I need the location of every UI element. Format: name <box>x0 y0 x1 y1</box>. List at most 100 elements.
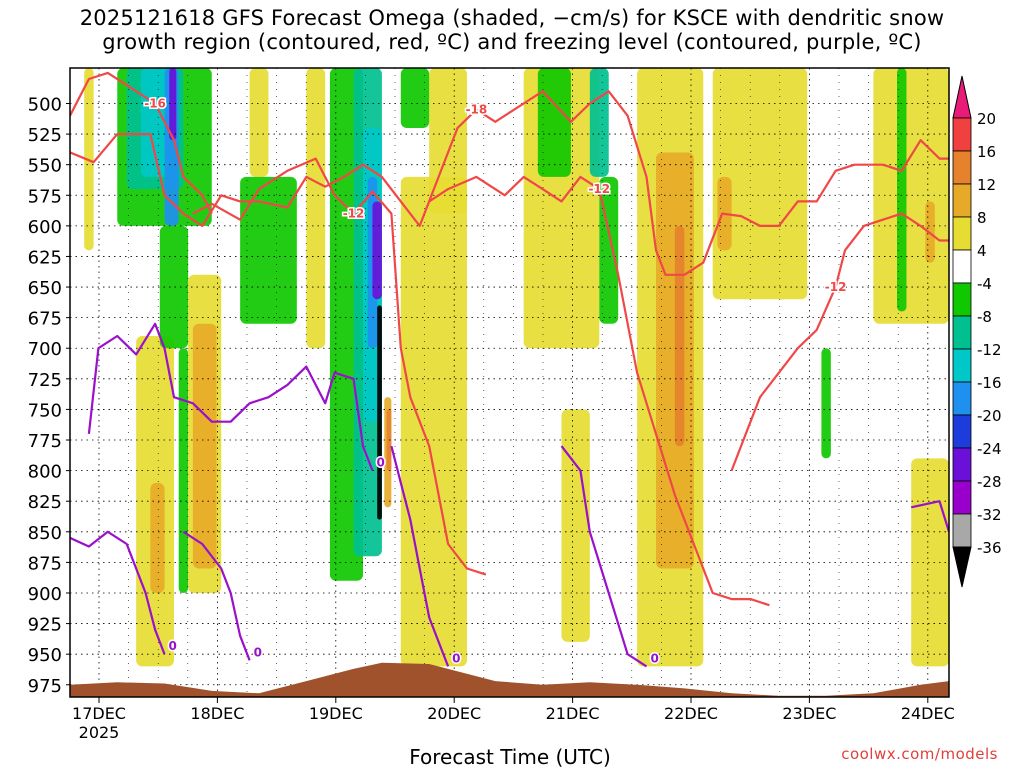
omega-region-14 <box>306 68 326 349</box>
freezing-contour-0 <box>70 530 166 655</box>
freezing-contour-1 <box>87 322 374 471</box>
y-tick-label-625: 625 <box>28 247 62 268</box>
x-tick-label-18DEC: 18DEC <box>190 704 244 723</box>
colorbar-segment-6 <box>952 315 972 350</box>
dgz-label-0: -18 <box>466 103 488 117</box>
y-tick-label-950: 950 <box>28 645 62 666</box>
dgz-contour-2 <box>192 157 487 576</box>
y-tick-label-600: 600 <box>28 217 62 238</box>
colorbar-label--28: -28 <box>977 473 1002 491</box>
colorbar-label--4: -4 <box>977 275 992 293</box>
colorbar-segment-3 <box>952 216 972 251</box>
omega-region-29 <box>589 68 609 177</box>
omega-region-12 <box>192 323 217 569</box>
colorbar-arrow-bottom <box>952 546 972 588</box>
colorbar-label-4: 4 <box>977 242 987 260</box>
omega-region-34 <box>674 225 685 447</box>
dgz-contour-4 <box>730 212 949 471</box>
omega-region-20 <box>372 201 382 300</box>
omega-region-25 <box>429 68 467 214</box>
terrain <box>70 662 949 697</box>
y-tick-label-825: 825 <box>28 492 62 513</box>
omega-region-6 <box>140 68 170 177</box>
colorbar-label--24: -24 <box>977 440 1002 458</box>
y-tick-label-775: 775 <box>28 431 62 452</box>
colorbar-segment-0 <box>952 117 972 152</box>
y-tick-label-650: 650 <box>28 278 62 299</box>
omega-region-38 <box>873 68 949 324</box>
omega-region-37 <box>821 348 831 459</box>
freezing-contour-2 <box>182 530 251 661</box>
colorbar-label-20: 20 <box>977 110 996 128</box>
freezing-label-2: 0 <box>254 645 262 659</box>
x-tick-label-21DEC: 21DEC <box>546 704 600 723</box>
freezing-label-1: 0 <box>376 456 384 470</box>
plot-area: -18-16-12-12-12 000000 <box>70 68 949 697</box>
x-tick-label-17DEC: 17DEC <box>72 704 126 723</box>
colorbar-segment-7 <box>952 348 972 383</box>
omega-region-28 <box>537 68 571 177</box>
y-axis: 500 525 550 575 600 625 650 675 700 725 750 775 800 8… <box>28 94 70 697</box>
freezing-contour-4 <box>560 445 648 668</box>
omega-region-3 <box>150 482 165 593</box>
x-tick-label-24DEC: 24DEC <box>901 704 955 723</box>
x-tick-label-23DEC: 23DEC <box>782 704 836 723</box>
colorbar-label--16: -16 <box>977 374 1002 392</box>
colorbar-label--20: -20 <box>977 407 1002 425</box>
y-tick-label-575: 575 <box>28 186 62 207</box>
y-tick-label-875: 875 <box>28 553 62 574</box>
y-tick-label-925: 925 <box>28 615 62 636</box>
colorbar-segment-8 <box>952 381 972 416</box>
freezing-label-4: 0 <box>651 651 659 665</box>
colorbar-segment-5 <box>952 282 972 317</box>
y-tick-label-675: 675 <box>28 309 62 330</box>
freezing-contour-3 <box>390 445 450 667</box>
grid-lines <box>70 68 949 697</box>
terrain-surface <box>70 662 949 697</box>
dgz-label-3: -12 <box>588 182 610 196</box>
omega-region-26 <box>400 68 430 128</box>
colorbar: 20 16 12 8 4 -4 -8 -12 -16 -20 -24 -28 -32 -36 <box>952 75 1002 588</box>
y-tick-label-725: 725 <box>28 370 62 391</box>
y-tick-label-550: 550 <box>28 156 62 177</box>
omega-region-13 <box>249 68 269 177</box>
colorbar-segment-10 <box>952 447 972 482</box>
colorbar-label--32: -32 <box>977 506 1002 524</box>
colorbar-segment-12 <box>952 513 972 548</box>
colorbar-label-12: 12 <box>977 176 996 194</box>
freezing-level-contours: 000000 <box>70 322 949 668</box>
chart-title-line2: growth region (contoured, red, ºC) and f… <box>102 30 922 54</box>
colorbar-segment-11 <box>952 480 972 515</box>
y-tick-label-850: 850 <box>28 523 62 544</box>
colorbar-label--12: -12 <box>977 341 1002 359</box>
omega-shading <box>84 68 949 667</box>
y-tick-label-800: 800 <box>28 462 62 483</box>
x-tick-label-22DEC: 22DEC <box>664 704 718 723</box>
freezing-label-0: 0 <box>169 639 177 653</box>
y-tick-label-525: 525 <box>28 125 62 146</box>
colorbar-label--8: -8 <box>977 308 992 326</box>
dgz-contour-1 <box>70 71 213 215</box>
omega-region-31 <box>561 409 590 642</box>
plot-frame <box>69 67 950 698</box>
omega-region-40 <box>897 68 907 312</box>
omega-region-24 <box>400 176 467 667</box>
chart-title-line1: 2025121618 GFS Forecast Omega (shaded, −… <box>79 6 945 30</box>
dgz-label-2: -12 <box>343 207 365 221</box>
omega-region-21 <box>377 305 382 520</box>
dgz-label-1: -16 <box>144 96 166 110</box>
x-axis-title: Forecast Time (UTC) <box>409 745 611 769</box>
omega-region-35 <box>712 68 808 300</box>
y-tick-label-700: 700 <box>28 339 62 360</box>
omega-region-15 <box>240 176 297 324</box>
y-tick-label-900: 900 <box>28 584 62 605</box>
omega-region-23 <box>386 409 392 471</box>
colorbar-segment-2 <box>952 183 972 218</box>
omega-region-39 <box>911 458 949 667</box>
freezing-label-3: 0 <box>452 651 460 665</box>
freezing-contour-5 <box>910 500 949 533</box>
omega-region-8 <box>169 68 177 141</box>
y-tick-label-750: 750 <box>28 400 62 421</box>
colorbar-label-8: 8 <box>977 209 987 227</box>
